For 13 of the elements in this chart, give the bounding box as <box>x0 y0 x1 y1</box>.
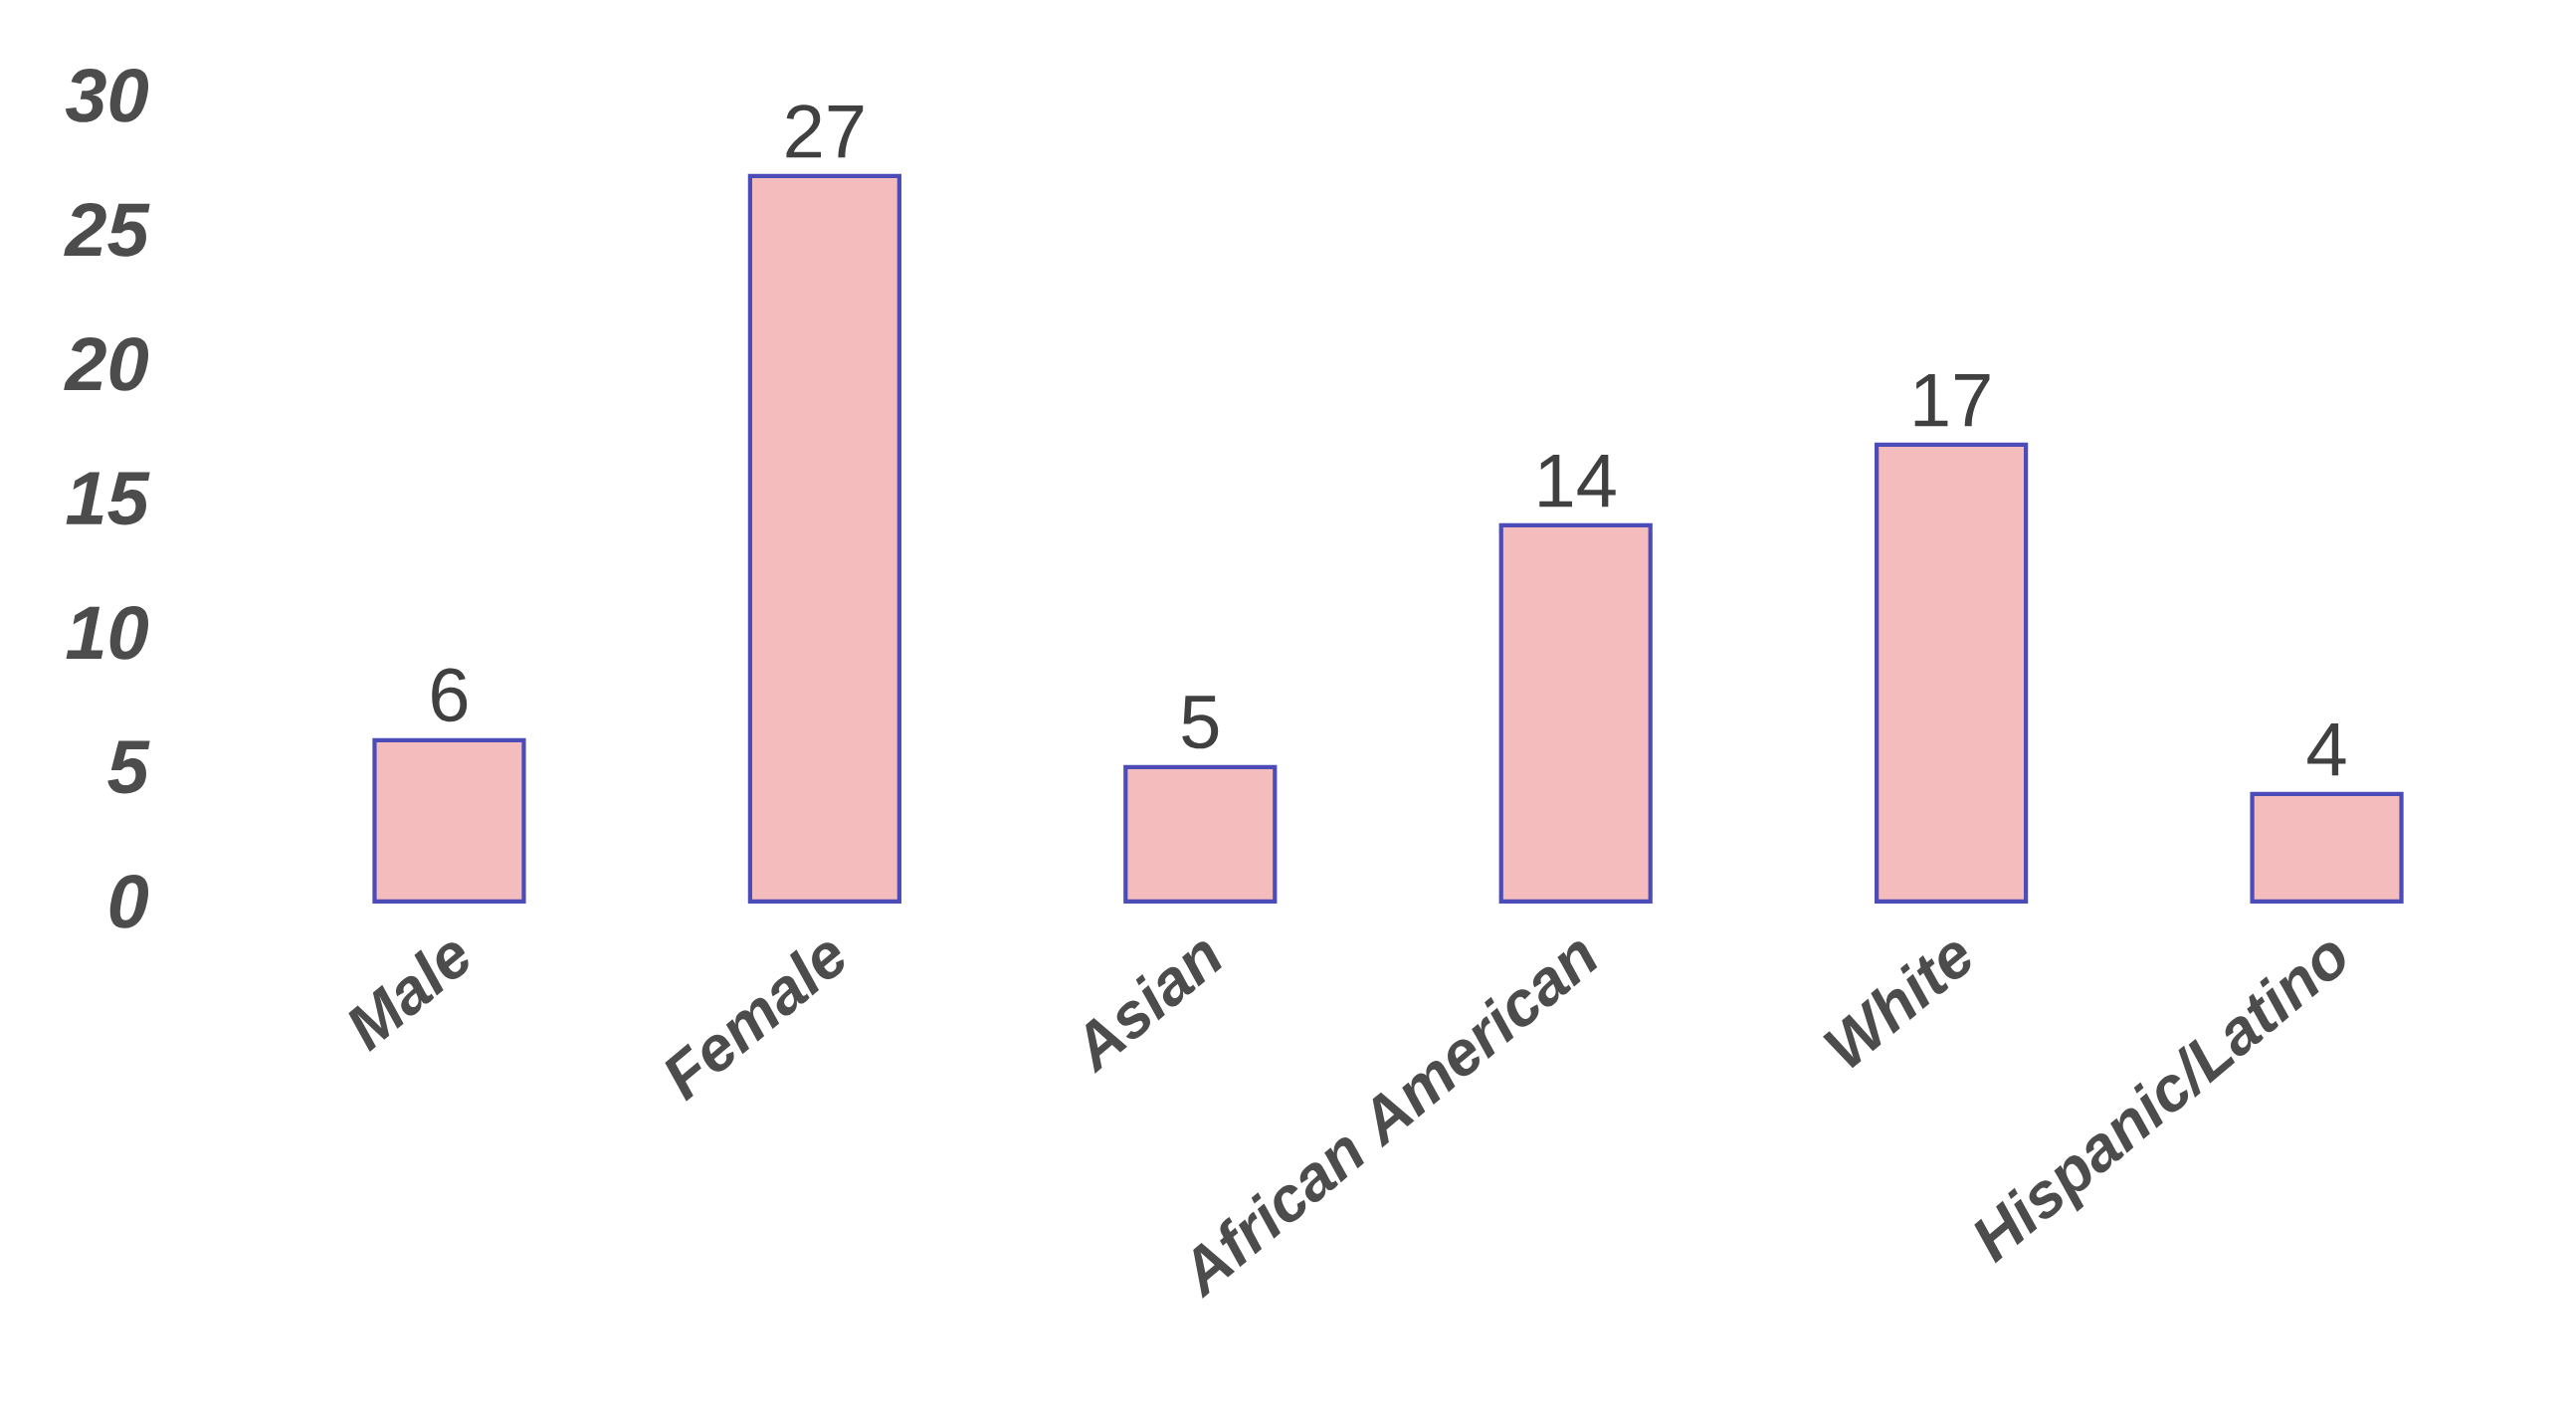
y-tick-label: 30 <box>65 69 149 122</box>
data-label: 4 <box>2307 723 2346 776</box>
data-label: 5 <box>1182 696 1219 749</box>
y-tick-label: 5 <box>107 740 150 794</box>
data-label: 27 <box>786 104 864 158</box>
y-tick-label: 0 <box>109 875 149 928</box>
y-tick-label: 20 <box>64 337 149 391</box>
data-label: 14 <box>1539 455 1616 508</box>
data-label: 17 <box>1914 374 1990 427</box>
y-tick-label: 25 <box>64 203 150 257</box>
y-tick-label: 15 <box>66 472 150 525</box>
data-label: 6 <box>432 668 468 722</box>
y-tick-label: 10 <box>66 606 149 660</box>
